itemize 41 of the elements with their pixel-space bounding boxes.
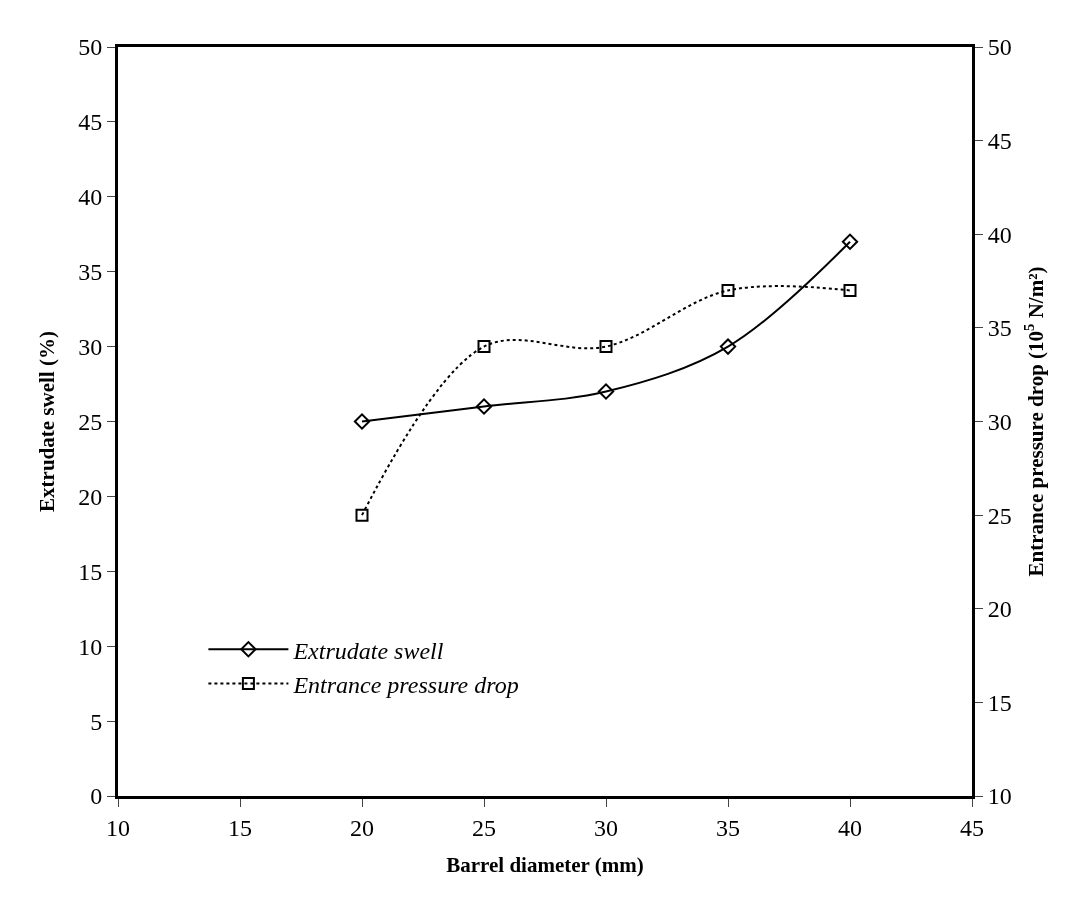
x-tick-label: 30	[594, 814, 618, 841]
point	[843, 283, 857, 297]
y2-tick-label: 45	[987, 128, 1012, 155]
y2-tick-label: 40	[987, 221, 1012, 248]
y-tick-label: 10	[78, 633, 103, 660]
y-tick-label: 25	[78, 408, 103, 435]
point	[355, 508, 369, 522]
y-tick-label: 35	[78, 259, 103, 286]
point	[597, 383, 615, 400]
y-tick-label: 0	[90, 783, 103, 810]
y-tick-label: 40	[78, 184, 103, 211]
y2-tick-label: 20	[987, 596, 1012, 623]
y2-tick-label: 30	[987, 408, 1012, 435]
y-tick-label: 20	[78, 483, 103, 510]
x-tick-label: 45	[960, 814, 984, 841]
y-tick-label: 50	[78, 34, 103, 61]
y2-tick-label: 50	[987, 34, 1012, 61]
x-tick-label: 15	[228, 814, 252, 841]
point	[841, 233, 859, 250]
y2-tick-label: 15	[987, 689, 1012, 716]
x-tick-label: 35	[716, 814, 740, 841]
y2-tick-label: 25	[987, 502, 1012, 529]
legend-label: Entrance pressure drop	[292, 671, 519, 698]
x-axis-title: Barrel diameter (mm)	[446, 853, 644, 877]
y-tick-label: 30	[78, 334, 103, 360]
point	[353, 413, 371, 430]
x-tick-label: 25	[472, 814, 496, 841]
y2-tick-label: 10	[987, 783, 1012, 810]
y-axis-title: Extrudate swell (%)	[35, 331, 60, 512]
x-tick-label: 40	[838, 814, 862, 841]
point	[719, 338, 737, 355]
point	[477, 340, 491, 354]
y-tick-label: 5	[90, 708, 103, 735]
point	[599, 340, 613, 354]
y2-tick-label: 35	[987, 315, 1012, 342]
x-tick-label: 20	[350, 814, 374, 841]
y-tick-label: 15	[78, 558, 103, 585]
point	[721, 283, 735, 297]
point	[475, 398, 493, 415]
y-tick-label: 45	[78, 109, 103, 136]
legend-label: Extrudate swell	[292, 637, 444, 664]
